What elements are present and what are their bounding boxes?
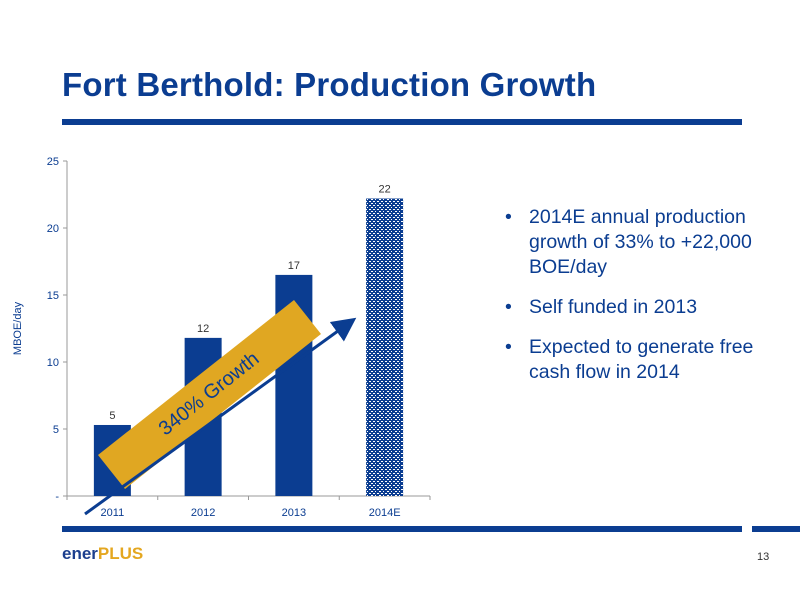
slide-title: Fort Berthold: Production Growth: [62, 66, 597, 103]
bullet-text: 2014E annual production growth of 33% to…: [529, 206, 752, 278]
bullet-dot-icon: •: [505, 206, 512, 228]
bullet-item: • Self funded in 2013: [503, 295, 788, 320]
growth-arrow: [84, 317, 357, 516]
bar-2014E: [366, 198, 404, 496]
bullet-item: • 2014E annual production growth of 33% t…: [503, 205, 788, 280]
x-tick-label: 2013: [282, 507, 306, 519]
y-tick-label: 5: [53, 424, 59, 436]
growth-banner-shape: [98, 300, 321, 489]
enerplus-logo: enerPLUS: [62, 544, 144, 563]
footer-divider-end: [752, 526, 800, 532]
bullet-item: • Expected to generate free cash flow in …: [503, 335, 788, 385]
data-label-2014E: 22: [379, 184, 391, 196]
production-chart: - 5 10 15 20 25 MBOE/day 5 2011 12 2012 17 2013 22 20…: [12, 156, 431, 519]
y-tick-label: -: [55, 491, 59, 503]
page-number: 13: [757, 551, 770, 563]
chart-labels: 5 2011 12 2012 17 2013 22 2014E: [101, 184, 401, 519]
footer-divider: [62, 526, 742, 532]
bullet-dot-icon: •: [505, 336, 512, 358]
y-tick-label: 15: [47, 290, 59, 302]
bullet-dot-icon: •: [505, 296, 512, 318]
y-axis-title: MBOE/day: [12, 301, 24, 355]
data-label-2013: 17: [288, 260, 300, 272]
x-tick-label: 2012: [191, 507, 215, 519]
bullet-text: Self funded in 2013: [529, 296, 698, 318]
y-tick-label: 25: [47, 156, 59, 168]
x-tick-label: 2011: [101, 507, 125, 519]
bullet-text: Expected to generate free cash flow in 2…: [529, 336, 754, 383]
y-tick-label: 10: [47, 357, 59, 369]
y-tick-label: 20: [47, 223, 59, 235]
data-label-2012: 12: [197, 323, 209, 335]
x-tick-label: 2014E: [369, 507, 401, 519]
bullet-list: • 2014E annual production growth of 33% t…: [503, 205, 788, 400]
title-divider: [62, 119, 742, 125]
data-label-2011: 5: [109, 410, 115, 422]
